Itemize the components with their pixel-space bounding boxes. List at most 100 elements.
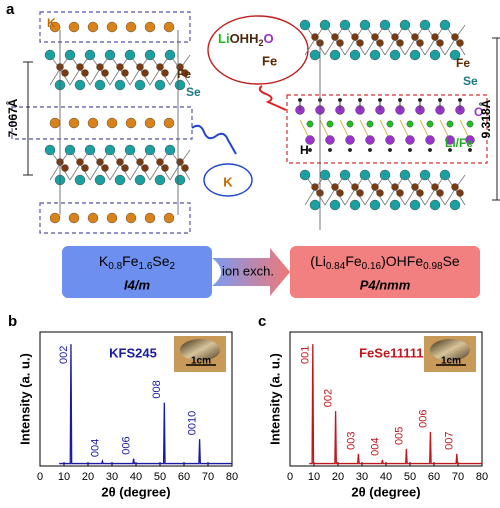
bond bbox=[324, 38, 336, 56]
label: 002 bbox=[58, 346, 70, 364]
bond bbox=[304, 38, 316, 56]
bond bbox=[129, 163, 141, 181]
formula-part: Se bbox=[443, 253, 460, 269]
atom bbox=[331, 33, 339, 41]
formula-part: 1.6 bbox=[139, 261, 153, 272]
atom bbox=[431, 33, 439, 41]
label: 7.067Å bbox=[5, 98, 20, 137]
atom bbox=[416, 39, 424, 47]
atom bbox=[116, 63, 124, 71]
atom bbox=[106, 21, 118, 33]
atom bbox=[68, 21, 80, 33]
label: 50 bbox=[154, 471, 166, 483]
atom bbox=[376, 39, 384, 47]
bond bbox=[149, 68, 161, 86]
atom bbox=[356, 39, 364, 47]
label: 1cm bbox=[191, 356, 211, 367]
formula-box bbox=[290, 246, 480, 298]
atom bbox=[134, 79, 146, 91]
atom bbox=[106, 117, 118, 129]
atom bbox=[369, 199, 381, 211]
atom bbox=[305, 135, 315, 145]
formula-part: 2 bbox=[258, 38, 263, 48]
atom bbox=[458, 97, 463, 102]
atom bbox=[331, 183, 339, 191]
atom bbox=[326, 120, 334, 128]
label: FeSe11111 bbox=[359, 345, 423, 360]
label: Fe bbox=[456, 56, 470, 70]
atom bbox=[136, 158, 144, 166]
atom bbox=[64, 144, 76, 156]
atom bbox=[87, 212, 99, 224]
atom bbox=[391, 33, 399, 41]
label: 40 bbox=[130, 471, 142, 483]
label: a bbox=[6, 1, 15, 18]
atom bbox=[451, 183, 459, 191]
label: 006 bbox=[121, 436, 133, 454]
atom bbox=[125, 21, 137, 33]
atom bbox=[311, 33, 319, 41]
bond bbox=[89, 68, 101, 86]
atom bbox=[61, 164, 69, 172]
atom bbox=[144, 117, 156, 129]
formula-part: K bbox=[99, 253, 109, 269]
atom bbox=[349, 199, 361, 211]
bond bbox=[424, 38, 436, 56]
atom bbox=[451, 33, 459, 41]
atom bbox=[405, 135, 415, 145]
atom bbox=[426, 120, 434, 128]
atom bbox=[429, 199, 441, 211]
atom bbox=[44, 49, 56, 61]
atom bbox=[378, 97, 383, 102]
formula-box bbox=[62, 246, 212, 298]
atom bbox=[176, 158, 184, 166]
atom bbox=[299, 169, 311, 181]
atom bbox=[49, 117, 61, 129]
label: 0010 bbox=[187, 411, 199, 435]
label: 70 bbox=[202, 471, 214, 483]
atom bbox=[164, 144, 176, 156]
atom bbox=[125, 117, 137, 129]
atom bbox=[428, 147, 433, 152]
label: Li/Fe bbox=[445, 136, 473, 150]
bond bbox=[364, 38, 376, 56]
cloud bbox=[203, 163, 253, 197]
formula-part: Se bbox=[152, 253, 169, 269]
atom bbox=[389, 199, 401, 211]
atom bbox=[76, 158, 84, 166]
atom bbox=[124, 144, 136, 156]
label: K bbox=[47, 16, 56, 30]
cloud bbox=[207, 15, 309, 85]
label: 50 bbox=[404, 471, 416, 483]
label: 0 bbox=[287, 471, 293, 483]
atom bbox=[84, 49, 96, 61]
bond bbox=[404, 188, 416, 206]
atom bbox=[96, 63, 104, 71]
atom bbox=[161, 69, 169, 77]
atom bbox=[154, 174, 166, 186]
atom bbox=[104, 49, 116, 61]
label: 80 bbox=[226, 471, 238, 483]
label: 30 bbox=[106, 471, 118, 483]
atom bbox=[369, 49, 381, 61]
bond bbox=[324, 188, 336, 206]
label: 003 bbox=[345, 431, 357, 449]
atom bbox=[74, 174, 86, 186]
atom bbox=[406, 120, 414, 128]
atom bbox=[141, 164, 149, 172]
atom bbox=[339, 169, 351, 181]
atom bbox=[306, 120, 314, 128]
label: 007 bbox=[444, 431, 456, 449]
formula-part: Li bbox=[218, 31, 230, 46]
atom bbox=[356, 189, 364, 197]
bond bbox=[49, 163, 61, 181]
bond bbox=[109, 68, 121, 86]
xrd-line bbox=[59, 344, 232, 465]
atom bbox=[439, 19, 451, 31]
bond bbox=[49, 68, 61, 86]
atom bbox=[106, 212, 118, 224]
atom bbox=[329, 199, 341, 211]
atom bbox=[141, 69, 149, 77]
atom bbox=[419, 169, 431, 181]
label: 60 bbox=[428, 471, 440, 483]
